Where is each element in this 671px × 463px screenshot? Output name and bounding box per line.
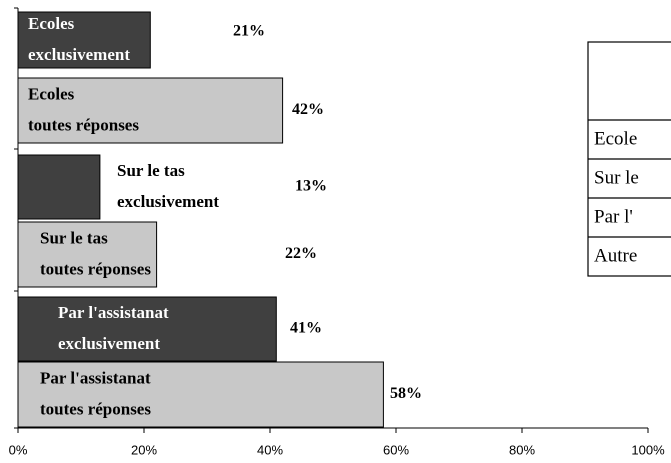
value-label: 58% [390, 385, 422, 402]
table-cell: Ecole [594, 128, 637, 149]
bar [17, 77, 284, 144]
bar [17, 296, 277, 362]
x-tick-label: 60% [383, 442, 409, 457]
bar-label-line: exclusivement [28, 45, 130, 64]
bar-label-line: exclusivement [28, 45, 130, 64]
table-cell: Sur le [594, 167, 639, 188]
table-cell: Autre [594, 245, 637, 266]
bar-label-line: toutes réponses [28, 115, 139, 134]
bar-label-line: Sur le tas [117, 161, 185, 180]
x-tick-label: 100% [631, 442, 665, 457]
bar [17, 221, 158, 288]
bar [17, 11, 151, 69]
bar [17, 154, 101, 220]
bar [17, 361, 384, 428]
table-cell: Par l' [594, 206, 633, 227]
bar-label: Par l'assistanat exclusivement [58, 303, 169, 353]
bar-label-line: exclusivement [58, 334, 160, 353]
bar-label-line: Ecoles [28, 14, 75, 33]
bar-label: Sur le tas toutes réponses [40, 228, 151, 278]
bar-label-line: toutes réponses [40, 399, 151, 418]
value-label: 21% [233, 23, 265, 40]
value-label: 13% [295, 178, 327, 195]
value-label: 22% [285, 245, 317, 262]
bar-label-line: toutes réponses [40, 259, 151, 278]
bar-label-line: Par l'assistanat [40, 368, 151, 387]
bar-label-line: exclusivement [117, 192, 219, 211]
x-tick-label: 20% [131, 442, 157, 457]
x-tick-label: 80% [509, 442, 535, 457]
x-tick-label: 0% [9, 442, 28, 457]
bar-label-line: Ecoles [28, 84, 75, 103]
bar-label: Sur le tas exclusivement [117, 161, 219, 211]
bar-label: Par l'assistanat exclusivement [58, 303, 169, 353]
value-label: 41% [290, 320, 322, 337]
bar-label-line: Par l'assistanat [58, 303, 169, 322]
bar-label-line: Ecoles [28, 14, 75, 33]
bar-label: Ecoles exclusivement [28, 14, 130, 64]
x-tick-label: 40% [257, 442, 283, 457]
bar-label-line: exclusivement [58, 334, 160, 353]
bar-label: Ecoles exclusivement [28, 14, 130, 64]
value-label: 42% [292, 101, 324, 118]
bar-label: Par l'assistanat toutes réponses [40, 368, 151, 418]
bar-label: Ecoles toutes réponses [28, 84, 139, 134]
bar-label-line: Par l'assistanat [58, 303, 169, 322]
bar-label-line: Sur le tas [40, 228, 108, 247]
